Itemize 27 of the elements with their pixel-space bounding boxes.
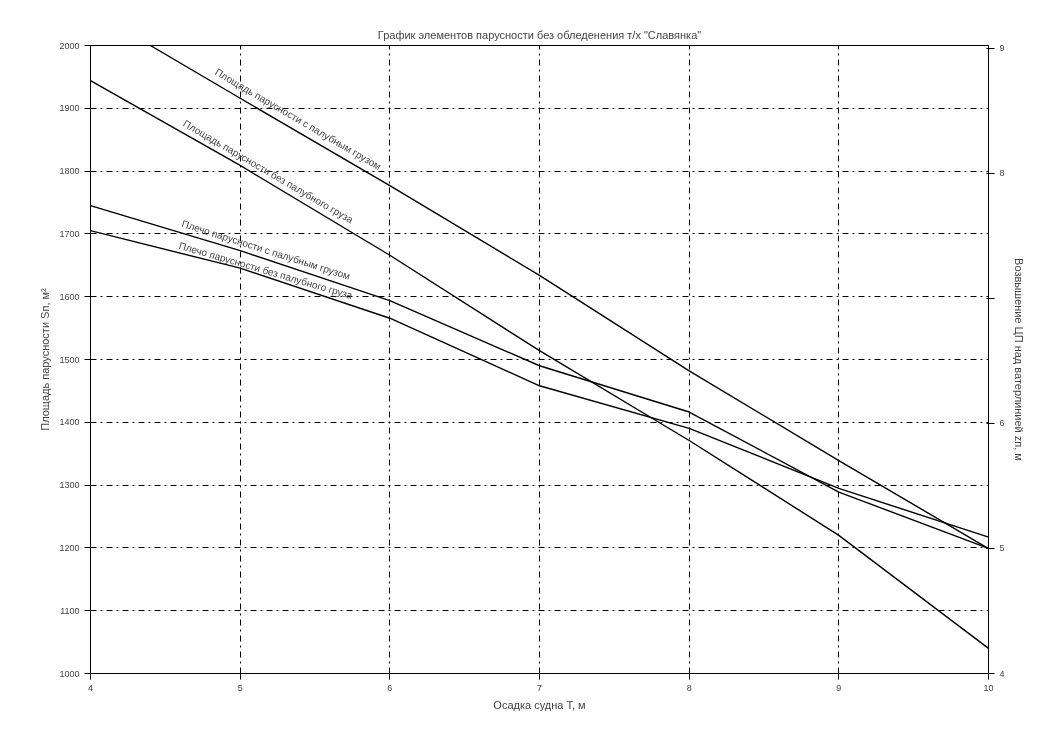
x-tick-label: 10 <box>983 682 994 693</box>
y-tick-label: 1300 <box>59 480 80 491</box>
y-axis-title: Площадь парусности Sп, м² <box>39 287 52 431</box>
x-tick-label: 7 <box>537 682 543 693</box>
chart-title: График элементов парусности без обледенения т/х "Славянка" <box>377 28 702 41</box>
x-tick-label: 8 <box>686 682 692 693</box>
y-tick-label: 1000 <box>59 668 80 679</box>
x-axis-title: Осадка судна Т, м <box>493 698 586 711</box>
y2-axis-title: Возвышение ЦП над ватерлинией zп, м <box>1012 258 1025 461</box>
y2-tick-label: 6 <box>999 418 1005 429</box>
x-tick-label: 5 <box>237 682 243 693</box>
y-tick-label: 1100 <box>60 605 80 616</box>
y-tick-label: 1200 <box>59 542 80 553</box>
y-tick-label: 2000 <box>59 40 80 51</box>
y2-tick-label: 5 <box>999 543 1005 554</box>
y-tick-label: 1400 <box>59 417 80 428</box>
x-tick-label: 4 <box>88 682 94 693</box>
y-tick-label: 1600 <box>59 291 80 302</box>
y-tick-label: 1800 <box>59 166 80 177</box>
x-tick-label: 6 <box>387 682 393 693</box>
x-tick-label: 9 <box>836 682 842 693</box>
y2-tick-label: 4 <box>999 668 1005 679</box>
y2-tick-label: 8 <box>999 168 1005 179</box>
y-tick-label: 1500 <box>59 354 80 365</box>
y-tick-label: 1900 <box>59 103 80 114</box>
y2-tick-label: 9 <box>999 43 1005 53</box>
y-tick-label: 1700 <box>59 228 80 239</box>
